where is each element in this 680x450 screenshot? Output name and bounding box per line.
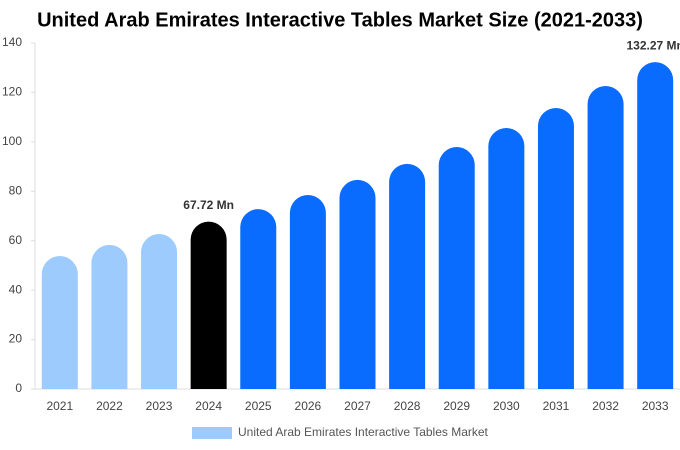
y-tick-label: 80 — [9, 183, 23, 197]
bar — [289, 194, 326, 389]
x-tick-label: 2025 — [245, 399, 272, 413]
bar — [488, 128, 525, 389]
legend-label: United Arab Emirates Interactive Tables … — [238, 425, 489, 439]
bar — [438, 147, 475, 389]
bar — [190, 221, 227, 389]
bar — [389, 163, 426, 389]
bar — [587, 86, 624, 389]
bar — [141, 234, 178, 389]
x-tick-label: 2033 — [642, 399, 669, 413]
y-tick-label: 60 — [9, 233, 23, 247]
y-tick-label: 100 — [2, 134, 22, 148]
x-tick-label: 2026 — [295, 399, 322, 413]
x-tick-label: 2028 — [394, 399, 421, 413]
y-tick-label: 40 — [9, 282, 23, 296]
x-tick-label: 2032 — [592, 399, 619, 413]
x-tick-label: 2027 — [344, 399, 371, 413]
x-tick-label: 2021 — [46, 399, 73, 413]
x-tick-label: 2031 — [543, 399, 570, 413]
bar — [637, 62, 674, 390]
y-tick-label: 140 — [2, 35, 22, 49]
value-label: 67.72 Mn — [183, 198, 234, 212]
bar — [240, 209, 277, 389]
y-tick-label: 0 — [15, 381, 22, 395]
bar — [537, 107, 574, 390]
bar — [91, 244, 128, 389]
value-label: 132.27 Mn — [627, 38, 680, 52]
bar — [41, 256, 78, 389]
y-tick-label: 20 — [9, 332, 23, 346]
y-tick-label: 120 — [2, 85, 22, 99]
legend-swatch — [192, 427, 232, 439]
bar — [339, 179, 376, 389]
chart-title: United Arab Emirates Interactive Tables … — [37, 9, 643, 31]
x-tick-label: 2030 — [493, 399, 520, 413]
x-tick-label: 2029 — [443, 399, 470, 413]
x-tick-label: 2023 — [146, 399, 173, 413]
x-tick-label: 2024 — [195, 399, 222, 413]
x-tick-label: 2022 — [96, 399, 123, 413]
